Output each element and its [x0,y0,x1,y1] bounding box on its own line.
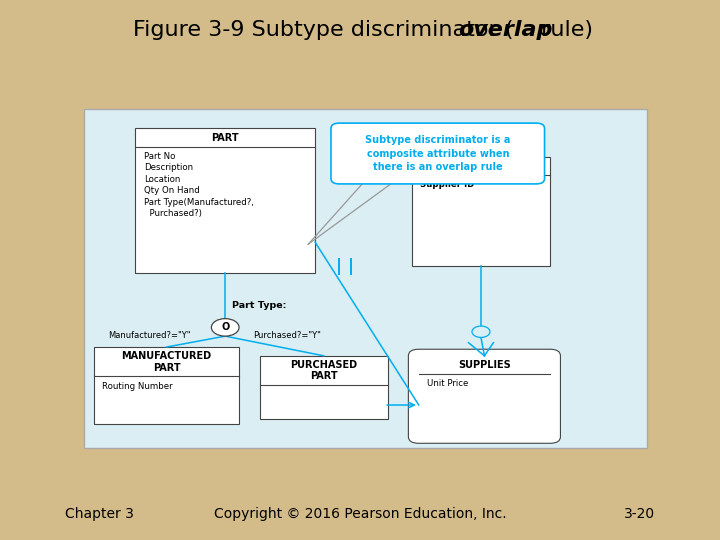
FancyBboxPatch shape [135,129,315,273]
Text: SUPPLIER: SUPPLIER [454,161,508,171]
Text: MANUFACTURED
PART: MANUFACTURED PART [122,351,212,373]
FancyBboxPatch shape [412,157,550,266]
Text: Manufactured?="Y": Manufactured?="Y" [108,332,190,341]
Text: Subtype discriminator is a
composite attribute when
there is an overlap rule: Subtype discriminator is a composite att… [365,136,510,172]
Text: SUPPLIES: SUPPLIES [458,360,510,370]
Text: rule): rule) [534,19,593,40]
Circle shape [212,319,239,336]
FancyBboxPatch shape [84,109,647,448]
FancyBboxPatch shape [94,347,239,423]
Text: Copyright © 2016 Pearson Education, Inc.: Copyright © 2016 Pearson Education, Inc. [214,507,506,521]
Text: Unit Price: Unit Price [427,380,469,388]
Text: Part Type:: Part Type: [232,301,287,310]
FancyBboxPatch shape [260,356,387,419]
Text: PURCHASED
PART: PURCHASED PART [290,360,357,381]
Text: Routing Number: Routing Number [102,382,173,391]
Text: Supplier ID: Supplier ID [420,180,474,190]
Text: Purchased?="Y": Purchased?="Y" [253,332,320,341]
FancyBboxPatch shape [408,349,560,443]
Text: Part No
Description
Location
Qty On Hand
Part Type(Manufactured?,
  Purchased?): Part No Description Location Qty On Hand… [144,152,253,218]
FancyBboxPatch shape [331,123,544,184]
Text: PART: PART [212,132,239,143]
Text: Chapter 3: Chapter 3 [65,507,134,521]
Circle shape [472,326,490,338]
Text: Figure 3-9 Subtype discriminator (: Figure 3-9 Subtype discriminator ( [133,19,513,40]
Text: 3-20: 3-20 [624,507,655,521]
Text: overlap: overlap [459,19,553,40]
Text: O: O [221,322,230,333]
